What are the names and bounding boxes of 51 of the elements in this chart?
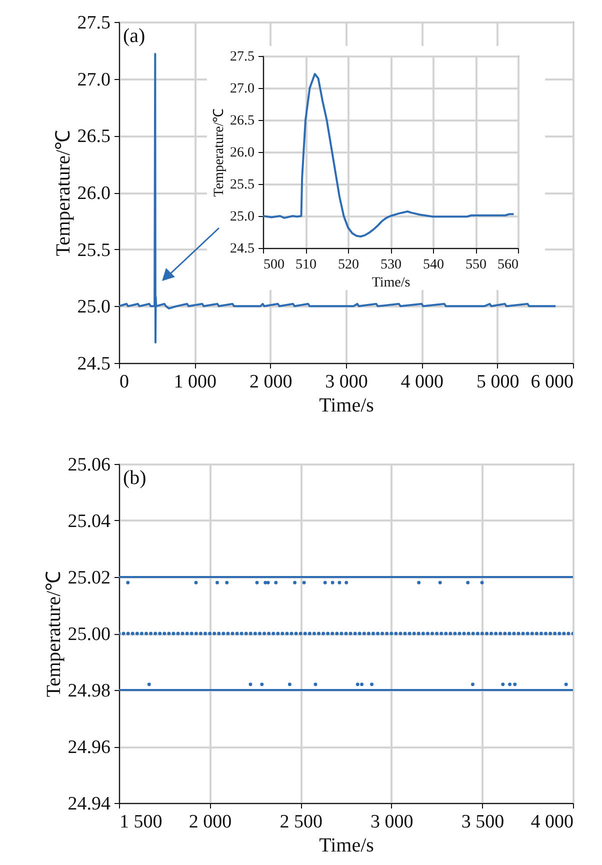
x-axis-title: Time/s bbox=[319, 394, 374, 416]
x-tick-label: 530 bbox=[380, 258, 402, 272]
y-axis-title: Temperature/℃ bbox=[52, 130, 74, 256]
x-tick-label: 1 000 bbox=[174, 372, 217, 392]
x-tick-label: 560 bbox=[498, 258, 518, 272]
line-series bbox=[119, 52, 557, 344]
y-tick-label: 26.0 bbox=[77, 183, 110, 204]
y-tick-label: 25.0 bbox=[230, 210, 254, 224]
x-tick-label: 4 000 bbox=[530, 812, 574, 832]
y-axis-title: Temperature/℃ bbox=[42, 570, 65, 698]
x-tick-label: 550 bbox=[466, 258, 486, 272]
y-tick-label: 25.5 bbox=[230, 178, 254, 192]
y-tick-label: 24.5 bbox=[77, 354, 110, 374]
x-tick-label: 520 bbox=[338, 258, 359, 272]
x-tick-label: 2 000 bbox=[188, 812, 232, 832]
x-tick-label: 510 bbox=[296, 258, 316, 272]
y-tick-label: 26.5 bbox=[230, 114, 254, 128]
x-tick-label: 1 500 bbox=[120, 812, 162, 832]
x-tick-label: 3 500 bbox=[461, 812, 504, 832]
y-tick-label: 27.5 bbox=[230, 50, 254, 64]
y-tick-label: 25.02 bbox=[68, 568, 110, 588]
line-series bbox=[263, 72, 515, 238]
y-tick-label: 24.94 bbox=[68, 794, 111, 814]
y-tick-label: 27.0 bbox=[230, 82, 254, 96]
x-tick-label: 5 000 bbox=[476, 372, 520, 392]
y-tick-label: 27.0 bbox=[77, 69, 110, 90]
y-tick-label: 24.98 bbox=[68, 680, 110, 702]
y-tick-label: 24.5 bbox=[230, 242, 254, 256]
x-tick-label: 6 000 bbox=[530, 372, 574, 392]
x-axis-title: Time/s bbox=[319, 834, 374, 856]
annotation: (b) bbox=[123, 467, 146, 489]
x-tick-label: 540 bbox=[423, 258, 444, 272]
y-tick-label: 25.0 bbox=[77, 296, 110, 318]
y-tick-label: 26.0 bbox=[230, 146, 254, 160]
y-tick-label: 25.04 bbox=[68, 511, 111, 532]
x-tick-label: 3 000 bbox=[370, 812, 414, 832]
x-tick-label: 2 000 bbox=[249, 372, 292, 392]
x-tick-label: 0 bbox=[120, 372, 129, 392]
y-tick-label: 24.96 bbox=[68, 737, 110, 758]
y-axis-title: Temperature/℃ bbox=[212, 108, 227, 197]
y-tick-label: 27.5 bbox=[77, 12, 110, 34]
x-tick-label: 2 500 bbox=[280, 812, 322, 832]
y-tick-label: 25.5 bbox=[77, 240, 110, 261]
x-tick-label: 3 000 bbox=[325, 372, 368, 392]
annotation: (a) bbox=[123, 25, 146, 47]
y-tick-label: 25.00 bbox=[68, 624, 110, 645]
y-tick-label: 26.5 bbox=[77, 126, 110, 148]
x-tick-label: 4 000 bbox=[400, 372, 444, 392]
x-axis-title: Time/s bbox=[372, 276, 410, 290]
y-tick-label: 25.06 bbox=[68, 454, 110, 476]
x-tick-label: 500 bbox=[264, 258, 284, 272]
